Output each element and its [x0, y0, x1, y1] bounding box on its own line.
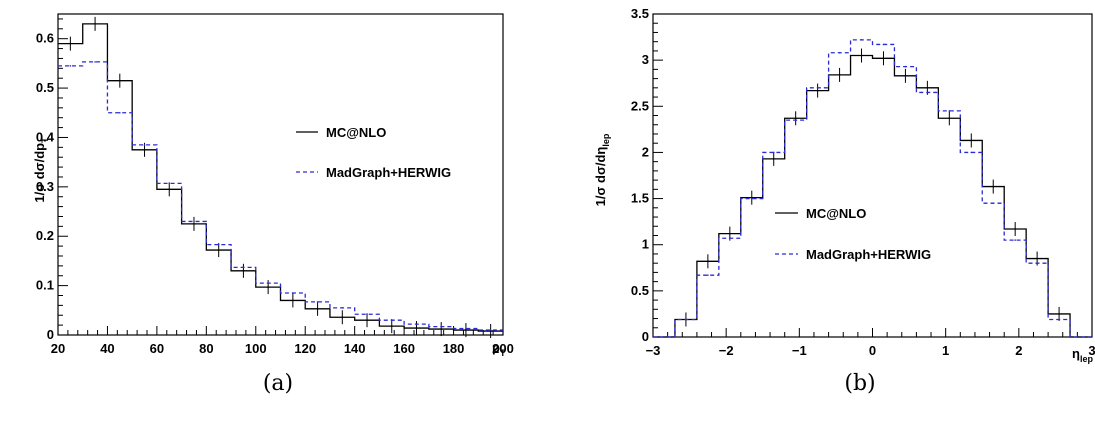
x-tick-label: 60	[150, 341, 164, 356]
y-tick-label: 0.3	[36, 179, 54, 194]
bin-point	[970, 151, 973, 154]
legend-label: MadGraph+HERWIG	[326, 165, 451, 180]
bin-point	[794, 119, 797, 121]
y-tick-label: 3	[642, 52, 649, 67]
y-tick-label: 0	[47, 327, 54, 342]
bin-point	[292, 292, 294, 294]
bin-point	[341, 307, 344, 309]
bin-point	[926, 91, 929, 94]
y-tick-label: 1	[642, 237, 649, 252]
bin-point	[143, 144, 146, 146]
x-tick-label: −1	[792, 343, 807, 358]
y-tick-label: 0.6	[36, 31, 54, 46]
x-axis-label: pT	[492, 340, 506, 358]
bin-point	[1014, 239, 1016, 241]
bin-point	[168, 182, 171, 185]
bin-point	[860, 39, 863, 41]
bin-point	[882, 43, 885, 46]
legend-label: MC@NLO	[326, 125, 386, 140]
y-axis-label: 1/σ dσ/dpT	[32, 137, 50, 203]
legend-label: MadGraph+HERWIG	[806, 247, 931, 262]
y-tick-label: 0.2	[36, 228, 54, 243]
plot-frame	[57, 13, 504, 336]
bin-point	[948, 110, 951, 112]
bin-point	[390, 319, 393, 321]
bin-point	[1036, 262, 1038, 264]
x-tick-label: 2	[1015, 343, 1022, 358]
bin-point	[217, 243, 220, 246]
bin-point	[440, 325, 442, 328]
y-tick-label: 1.5	[631, 191, 649, 206]
y-tick-label: 0.5	[631, 283, 649, 298]
bin-point	[489, 329, 492, 331]
x-tick-label: 40	[100, 341, 114, 356]
bin-point	[119, 111, 121, 114]
chart-panel-a: 20 40 60 80 100 120 140 160 180 200 0 0.1 0.2 0.3 0.4 0…	[32, 13, 514, 396]
x-tick-label: 20	[51, 341, 65, 356]
panel-caption: (a)	[263, 371, 293, 396]
bin-point	[242, 266, 245, 269]
y-tick-label: 2	[642, 144, 649, 159]
bin-point	[707, 274, 709, 276]
x-tick-label: −2	[719, 343, 734, 358]
y-tick-label: 3.5	[631, 6, 649, 21]
bin-point	[1058, 318, 1060, 321]
bin-point	[904, 65, 907, 68]
bin-point	[465, 327, 467, 330]
bin-point	[193, 220, 195, 223]
histogram-line	[58, 61, 503, 331]
series-madgraph-herwig	[653, 39, 1092, 338]
histogram-line	[653, 54, 1092, 338]
bin-point	[663, 336, 665, 338]
x-tick-label: −3	[646, 343, 661, 358]
bin-point	[366, 313, 368, 316]
bin-point	[94, 61, 96, 63]
x-tick-label: 120	[294, 341, 316, 356]
series-madgraph-herwig	[58, 61, 503, 331]
series-mc-nlo	[653, 48, 1092, 338]
y-axis-label: 1/σ dσ/dηlep	[593, 133, 611, 206]
panel-caption: (b)	[844, 371, 875, 396]
x-tick-label: 3	[1088, 343, 1095, 358]
bin-point	[750, 197, 753, 200]
x-tick-label: 200	[492, 341, 514, 356]
bin-point	[316, 301, 319, 303]
x-axis-label: ηlep	[1072, 346, 1093, 364]
bin-point	[69, 65, 72, 67]
bin-point	[838, 51, 841, 54]
x-tick-label: 1	[942, 343, 949, 358]
bin-point	[816, 87, 819, 89]
bin-point	[267, 282, 269, 284]
bin-point	[729, 237, 731, 240]
bin-point	[1080, 336, 1082, 338]
x-tick-label: 140	[344, 341, 366, 356]
plot-frame	[652, 13, 1093, 338]
x-tick-label: 160	[393, 341, 415, 356]
chart-panel-b: −3 −2 −1 0 1 2 3 0 0.5 1 1.5 2 2.5 3 3.5 MC@NLO MadGraph…	[593, 6, 1095, 396]
y-tick-label: 0.1	[36, 278, 54, 293]
x-tick-label: 0	[869, 343, 876, 358]
y-tick-label: 0.4	[36, 129, 55, 144]
bin-point	[415, 323, 418, 325]
bin-point	[685, 318, 687, 321]
histogram-line	[653, 39, 1092, 338]
x-tick-label: 180	[443, 341, 465, 356]
legend-label: MC@NLO	[806, 206, 866, 221]
bin-point	[992, 202, 995, 204]
y-tick-label: 2.5	[631, 98, 649, 113]
y-tick-label: 0.5	[36, 80, 54, 95]
bin-point	[772, 151, 775, 154]
y-tick-label: 0	[642, 329, 649, 344]
x-tick-label: 80	[199, 341, 213, 356]
x-tick-label: 100	[245, 341, 267, 356]
